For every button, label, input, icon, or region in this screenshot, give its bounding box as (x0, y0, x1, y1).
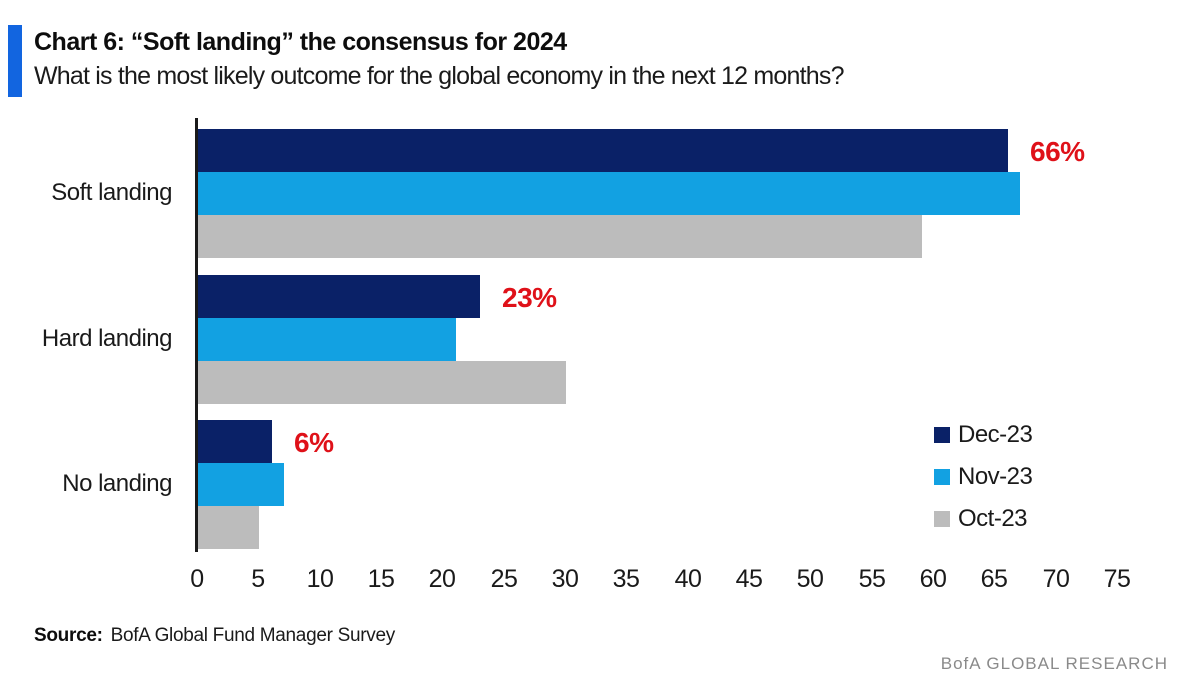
x-tick-label: 25 (490, 565, 518, 593)
x-tick-label: 15 (367, 565, 395, 593)
legend-item-nov-23: Nov-23 (934, 463, 1033, 491)
bar-dec-23-soft-landing (198, 129, 1008, 172)
bar-nov-23-no-landing (198, 463, 284, 506)
chart-title: Chart 6: “Soft landing” the consensus fo… (34, 28, 567, 56)
legend-swatch-nov-23 (934, 469, 950, 485)
legend-swatch-dec-23 (934, 427, 950, 443)
x-tick-label: 35 (612, 565, 640, 593)
data-label: 66% (1030, 136, 1085, 167)
source-text: BofA Global Fund Manager Survey (110, 625, 396, 646)
data-label: 6% (294, 427, 334, 458)
bar-nov-23-hard-landing (198, 318, 456, 361)
x-tick-label: 75 (1103, 565, 1131, 593)
legend-item-oct-23: Oct-23 (934, 505, 1028, 533)
x-tick-label: 5 (251, 565, 265, 593)
x-tick-label: 0 (190, 565, 204, 593)
legend-label: Nov-23 (958, 463, 1033, 490)
brand-footer: BofA GLOBAL RESEARCH (940, 654, 1168, 673)
x-tick-label: 20 (428, 565, 456, 593)
x-tick-label: 40 (674, 565, 702, 593)
bar-oct-23-soft-landing (198, 215, 922, 258)
bar-dec-23-no-landing (198, 420, 272, 463)
bar-oct-23-no-landing (198, 506, 260, 549)
source-line: Source: BofA Global Fund Manager Survey (34, 625, 395, 647)
x-tick-label: 30 (551, 565, 579, 593)
x-tick-label: 65 (980, 565, 1008, 593)
legend-label: Oct-23 (958, 505, 1028, 532)
x-tick-label: 10 (306, 565, 334, 593)
source-label: Source: (34, 625, 103, 646)
bar-nov-23-soft-landing (198, 172, 1020, 215)
x-tick-label: 70 (1042, 565, 1070, 593)
data-label: 23% (502, 282, 557, 313)
x-tick-label: 45 (735, 565, 763, 593)
x-tick-label: 60 (919, 565, 947, 593)
x-tick-label: 55 (858, 565, 886, 593)
legend-swatch-oct-23 (934, 511, 950, 527)
category-label: No landing (62, 469, 172, 497)
y-axis-line (195, 118, 198, 552)
legend-item-dec-23: Dec-23 (934, 421, 1033, 449)
bar-dec-23-hard-landing (198, 275, 481, 318)
title-accent-bar (8, 25, 22, 97)
legend-label: Dec-23 (958, 421, 1033, 448)
x-tick-label: 50 (796, 565, 824, 593)
category-label: Hard landing (41, 324, 173, 352)
bar-oct-23-hard-landing (198, 361, 566, 404)
chart-subtitle: What is the most likely outcome for the … (34, 62, 844, 90)
category-label: Soft landing (51, 178, 172, 206)
